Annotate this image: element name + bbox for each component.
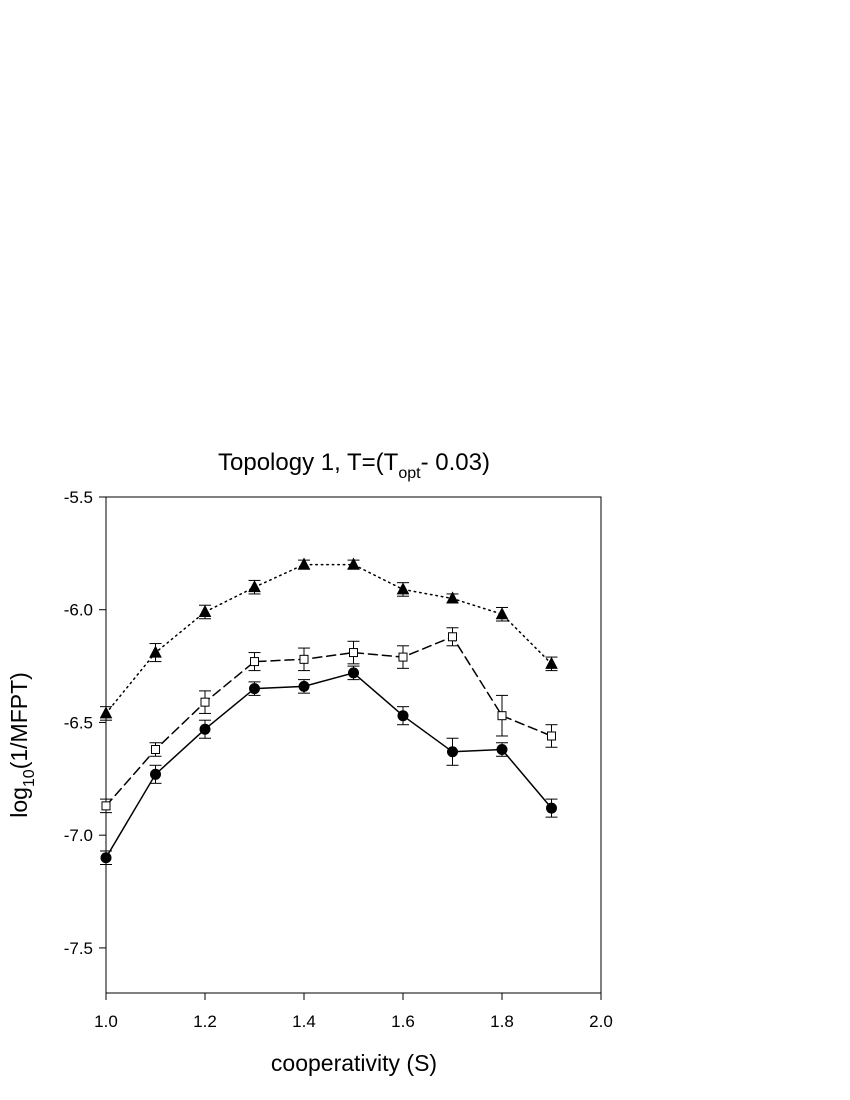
- series-square-open: [100, 627, 558, 814]
- data-point-square: [151, 745, 160, 755]
- data-point-triangle: [149, 645, 162, 658]
- x-tick-label: 1.6: [391, 1012, 415, 1031]
- y-axis-label-suffix: (1/MFPT): [6, 672, 32, 769]
- data-point-circle: [249, 683, 260, 695]
- data-point-square: [547, 731, 556, 741]
- y-axis-label-subscript: 10: [21, 769, 38, 787]
- data-point-circle: [150, 768, 161, 780]
- data-point-triangle: [446, 591, 459, 604]
- series-line: [105, 672, 553, 859]
- data-point-circle: [199, 723, 211, 735]
- series-line: [105, 563, 553, 715]
- y-tick-label: -5.5: [64, 488, 93, 507]
- x-tick-label: 2.0: [589, 1012, 613, 1031]
- data-point-square: [349, 648, 358, 658]
- y-tick-label: -6.5: [64, 713, 93, 732]
- plot-frame: [105, 496, 602, 994]
- data-point-triangle: [545, 656, 558, 669]
- y-tick-label: -7.5: [64, 939, 93, 958]
- data-point-circle: [348, 667, 359, 679]
- data-point-circle: [496, 744, 508, 756]
- data-point-circle: [397, 710, 409, 722]
- x-axis-label: cooperativity (S): [271, 1050, 437, 1076]
- data-point-triangle: [99, 706, 113, 719]
- y-tick-label: -7.0: [64, 826, 93, 845]
- chart-title-subscript: opt: [398, 465, 421, 482]
- series-line: [105, 635, 553, 807]
- data-point-triangle: [495, 607, 509, 620]
- x-tick-label: 1.2: [193, 1012, 217, 1031]
- data-point-triangle: [297, 557, 311, 570]
- data-point-square: [398, 652, 408, 662]
- data-point-triangle: [396, 582, 410, 595]
- chart-title-main: Topology 1, T=(T: [218, 449, 399, 476]
- data-point-triangle: [198, 604, 212, 617]
- data-point-triangle: [347, 557, 360, 570]
- data-point-square: [200, 697, 210, 707]
- data-point-circle: [447, 746, 458, 758]
- series-triangle-filled: [99, 557, 558, 721]
- x-tick-label: 1.8: [490, 1012, 514, 1031]
- y-axis-label: log10(1/MFPT): [6, 672, 38, 818]
- data-point-circle: [100, 852, 112, 864]
- data-point-square: [101, 801, 111, 811]
- y-tick-label: -6.0: [64, 601, 93, 620]
- data-point-square: [497, 711, 507, 721]
- x-tick-label: 1.0: [94, 1012, 118, 1031]
- x-tick-label: 1.4: [292, 1012, 316, 1031]
- data-point-square: [448, 632, 457, 642]
- chart-title: Topology 1, T=(Topt- 0.03): [218, 449, 490, 482]
- axis-ticks: 1.0 1.2 1.4 1.6 1.8 2.0 -5.5 -6.0 -6.5 -7.0 -7.5: [64, 488, 613, 1031]
- data-point-square: [299, 654, 309, 664]
- data-point-circle: [298, 680, 310, 692]
- data-point-square: [250, 657, 259, 667]
- data-point-triangle: [248, 580, 261, 593]
- series-layer: [99, 557, 558, 865]
- y-axis-label-main: log: [6, 787, 32, 818]
- data-point-circle: [546, 802, 557, 814]
- chart-title-suffix: - 0.03): [421, 449, 490, 476]
- series-circle-filled: [100, 665, 558, 865]
